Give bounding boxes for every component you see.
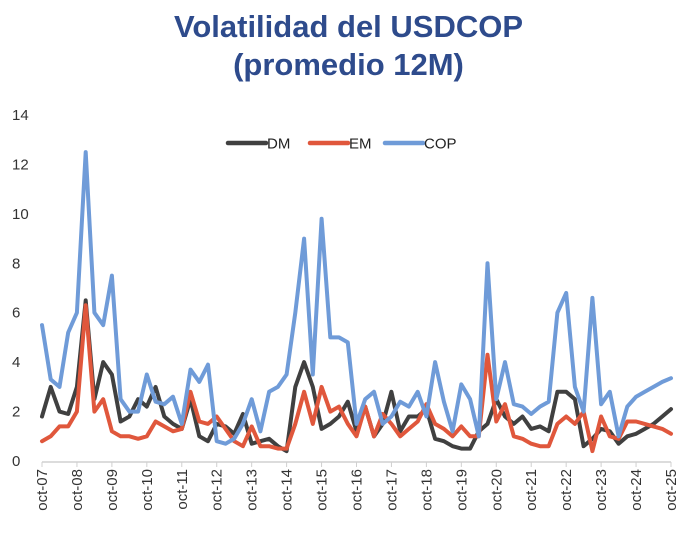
x-tick-label: oct-18	[418, 469, 435, 511]
x-tick-label: oct-16	[349, 469, 366, 511]
series-line-em	[40, 303, 673, 454]
x-tick-label: oct-09	[104, 469, 121, 511]
x-tick-label: oct-11	[174, 469, 191, 510]
x-tick-label: oct-20	[488, 469, 505, 511]
x-tick-label: oct-13	[244, 469, 261, 511]
legend-label-cop: COP	[424, 136, 457, 153]
x-tick-label: oct-23	[593, 469, 610, 511]
x-tick-label: oct-17	[383, 469, 400, 511]
legend-label-em: EM	[349, 136, 372, 153]
chart-subtitle: (promedio 12M)	[233, 47, 464, 82]
x-tick-label: oct-25	[663, 469, 680, 511]
x-tick-label: oct-12	[209, 469, 226, 511]
legend-label-dm: DM	[267, 136, 290, 153]
y-tick-label: 2	[12, 404, 20, 421]
x-tick-label: oct-21	[523, 469, 540, 511]
chart-title: Volatilidad del USDCOP (promedio 12M)	[0, 8, 697, 84]
y-tick-label: 4	[12, 354, 20, 371]
x-tick-label: oct-07	[34, 469, 51, 511]
series-line-cop	[40, 150, 673, 446]
y-tick-label: 8	[12, 255, 20, 272]
series-line-dm	[40, 298, 673, 454]
y-tick-label: 0	[12, 453, 20, 470]
x-tick-label: oct-24	[628, 469, 645, 511]
x-tick-label: oct-14	[279, 469, 296, 511]
x-tick-label: oct-19	[453, 469, 470, 511]
y-tick-label: 12	[12, 156, 29, 173]
y-tick-label: 6	[12, 305, 20, 322]
x-tick-label: oct-15	[314, 469, 331, 511]
y-tick-label: 10	[12, 206, 29, 223]
x-tick-label: oct-22	[558, 469, 575, 511]
chart-title-main: Volatilidad del USDCOP	[173, 9, 524, 44]
x-tick-label: oct-10	[139, 469, 156, 511]
x-tick-label: oct-08	[69, 469, 86, 511]
y-tick-label: 14	[12, 107, 29, 124]
